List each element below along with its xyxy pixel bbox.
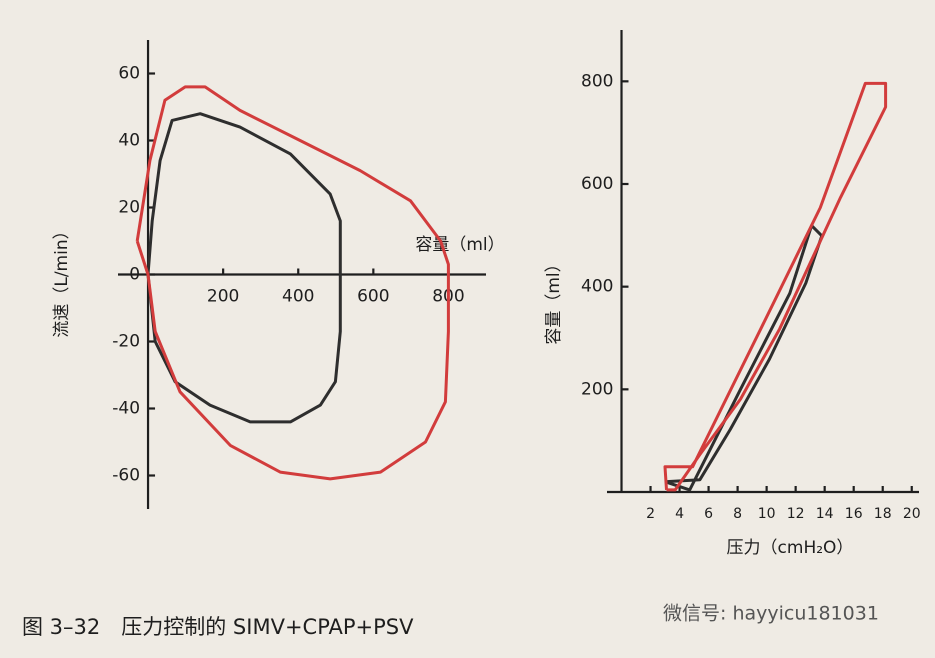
x-tick-label: 200 [207,287,239,307]
x-tick-label: 16 [845,506,863,522]
x-tick-label: 8 [733,506,742,522]
caption: 图 3–32 压力控制的 SIMV+CPAP+PSV [22,615,414,639]
x-tick-label: 18 [874,506,892,522]
y-tick-label: 200 [581,379,613,399]
x-tick-label: 400 [282,287,314,307]
x-tick-label: 20 [903,506,921,522]
y-tick-label: 60 [118,64,140,84]
y-tick-label: -40 [112,399,140,419]
watermark: 微信号: hayyicu181031 [663,603,879,625]
loop-line [135,85,450,481]
y-axis-label: 容量（ml） [544,255,564,344]
y-tick-label: 0 [129,265,140,285]
x-tick-label: 12 [787,506,805,522]
loop-line [146,112,342,424]
loop-line [663,81,888,492]
y-tick-label: 400 [581,277,613,297]
y-tick-label: -20 [112,332,140,352]
y-tick-label: 40 [118,131,140,151]
x-tick-label: 2 [646,506,655,522]
y-tick-label: -60 [112,466,140,486]
y-axis-label: 流速（L/min） [52,222,72,337]
y-tick-label: 600 [581,174,613,194]
x-tick-label: 4 [675,506,684,522]
x-tick-label: 10 [758,506,776,522]
x-tick-label: 14 [816,506,834,522]
x-axis-label: 容量（ml） [415,235,504,255]
y-tick-label: 20 [118,198,140,218]
x-tick-label: 600 [357,287,389,307]
y-tick-label: 800 [581,71,613,91]
x-axis-label: 压力（cmH₂O） [727,538,854,558]
x-tick-label: 6 [704,506,713,522]
